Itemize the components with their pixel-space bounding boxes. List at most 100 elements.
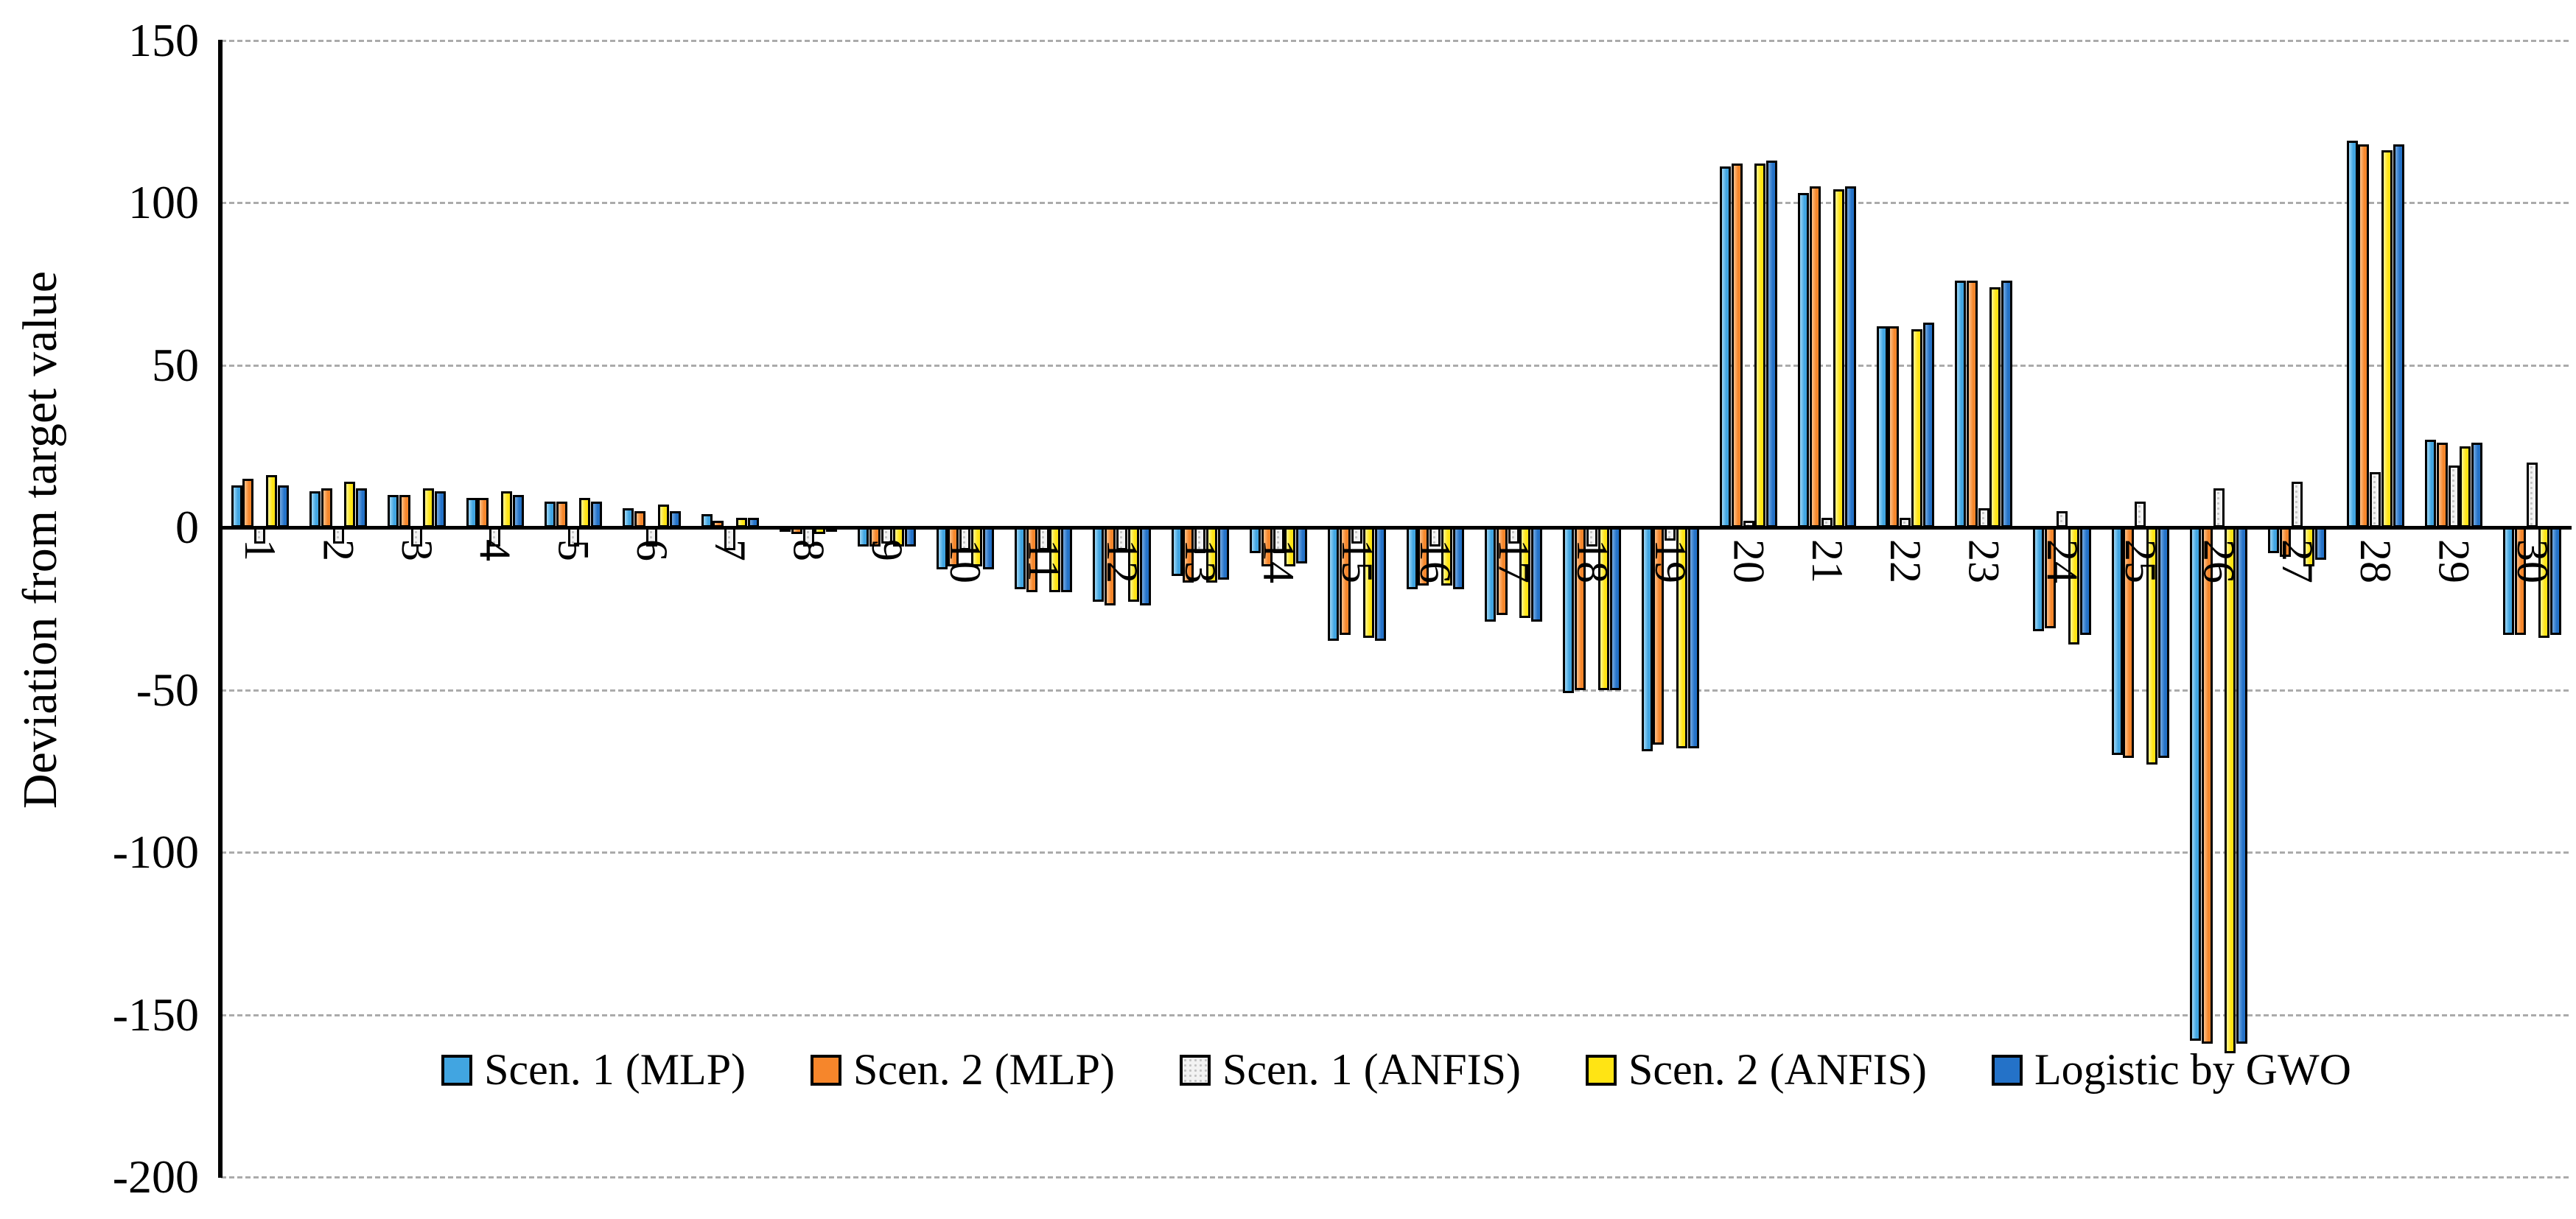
bar-series4-cat4 bbox=[501, 491, 513, 527]
x-category-label-19: 19 bbox=[1646, 539, 1695, 583]
bar-series2-cat28 bbox=[2358, 144, 2370, 527]
x-category-label-13: 13 bbox=[1176, 539, 1225, 583]
bar-series3-cat11 bbox=[1037, 527, 1049, 550]
bar-series3-cat8 bbox=[802, 527, 814, 547]
x-axis-zero-line bbox=[221, 526, 2572, 530]
x-category-label-16: 16 bbox=[1411, 539, 1460, 583]
bar-series5-cat20 bbox=[1766, 160, 1778, 527]
x-category-label-22: 22 bbox=[1881, 539, 1931, 583]
bar-series3-cat6 bbox=[645, 527, 657, 547]
bar-series2-cat21 bbox=[1810, 186, 1821, 527]
bar-series1-cat22 bbox=[1876, 326, 1888, 527]
x-category-label-21: 21 bbox=[1802, 539, 1852, 583]
bar-series5-cat21 bbox=[1844, 186, 1856, 527]
bar-series1-cat20 bbox=[1720, 166, 1731, 527]
bar-series3-cat16 bbox=[1429, 527, 1441, 547]
gridline--100 bbox=[221, 851, 2572, 854]
bar-series2-cat3 bbox=[399, 494, 411, 527]
bar-series3-cat28 bbox=[2370, 472, 2381, 527]
y-tick-label--50: -50 bbox=[136, 663, 199, 716]
bar-series3-cat30 bbox=[2526, 462, 2538, 527]
bar-series4-cat2 bbox=[344, 482, 356, 527]
bar-series3-cat21 bbox=[1821, 517, 1833, 527]
x-category-label-28: 28 bbox=[2351, 539, 2401, 583]
legend-item-2: Scen. 2 (MLP) bbox=[811, 1044, 1115, 1095]
legend-swatch-4 bbox=[1586, 1054, 1617, 1086]
legend-item-5: Logistic by GWO bbox=[1991, 1044, 2351, 1095]
bar-series5-cat1 bbox=[277, 485, 289, 527]
x-category-label-7: 7 bbox=[706, 539, 755, 561]
y-tick-label-50: 50 bbox=[152, 338, 199, 391]
gridline--50 bbox=[221, 689, 2572, 692]
bar-series5-cat28 bbox=[2393, 144, 2404, 527]
bar-series4-cat1 bbox=[266, 475, 278, 527]
bar-series5-cat26 bbox=[2236, 527, 2248, 1044]
y-tick-label-0: 0 bbox=[175, 501, 199, 553]
bar-series4-cat5 bbox=[579, 498, 591, 527]
bar-series5-cat23 bbox=[2001, 280, 2013, 527]
x-category-label-12: 12 bbox=[1097, 539, 1147, 583]
bar-series1-cat4 bbox=[466, 498, 477, 527]
x-category-label-8: 8 bbox=[784, 539, 833, 561]
gridline-50 bbox=[221, 364, 2572, 367]
bar-series2-cat23 bbox=[1966, 280, 1978, 527]
bar-series2-cat26 bbox=[2201, 527, 2213, 1044]
x-category-label-6: 6 bbox=[627, 539, 676, 561]
bar-series2-cat29 bbox=[2436, 443, 2448, 527]
y-tick-label--200: -200 bbox=[112, 1151, 199, 1203]
legend-label-1: Scen. 1 (MLP) bbox=[484, 1045, 746, 1094]
bar-series2-cat2 bbox=[321, 488, 332, 527]
bar-series2-cat1 bbox=[242, 478, 254, 527]
legend-label-2: Scen. 2 (MLP) bbox=[853, 1045, 1116, 1094]
bar-series4-cat20 bbox=[1754, 164, 1766, 527]
bar-series4-cat3 bbox=[422, 488, 434, 527]
bar-series1-cat2 bbox=[309, 491, 321, 527]
y-tick-label-150: 150 bbox=[128, 13, 199, 66]
bar-series3-cat9 bbox=[881, 527, 892, 544]
bar-series5-cat6 bbox=[669, 510, 681, 527]
bar-series4-cat6 bbox=[657, 505, 669, 527]
bar-series4-cat22 bbox=[1911, 329, 1923, 527]
bar-series4-cat21 bbox=[1833, 189, 1844, 527]
legend-item-1: Scen. 1 (MLP) bbox=[441, 1044, 746, 1095]
bar-series1-cat29 bbox=[2425, 439, 2436, 527]
bar-series2-cat20 bbox=[1731, 164, 1743, 527]
x-category-label-4: 4 bbox=[471, 539, 520, 561]
bar-series5-cat4 bbox=[512, 494, 524, 527]
x-category-label-9: 9 bbox=[862, 539, 911, 561]
bar-series1-cat21 bbox=[1798, 192, 1810, 527]
bar-series4-cat28 bbox=[2381, 150, 2393, 527]
gridline-100 bbox=[221, 202, 2572, 204]
bar-series5-cat3 bbox=[434, 491, 446, 527]
x-category-label-14: 14 bbox=[1254, 539, 1303, 583]
gridline-150 bbox=[221, 39, 2572, 42]
bar-series3-cat26 bbox=[2213, 488, 2225, 527]
legend-item-4: Scen. 2 (ANFIS) bbox=[1586, 1044, 1927, 1095]
x-category-label-18: 18 bbox=[1567, 539, 1617, 583]
x-category-label-1: 1 bbox=[236, 539, 285, 561]
y-tick-label--150: -150 bbox=[112, 988, 199, 1041]
bar-series3-cat5 bbox=[567, 527, 579, 547]
bar-series4-cat26 bbox=[2225, 527, 2236, 1054]
x-category-label-26: 26 bbox=[2194, 539, 2244, 583]
bar-series1-cat3 bbox=[388, 494, 399, 527]
legend-swatch-2 bbox=[811, 1054, 842, 1086]
x-category-label-24: 24 bbox=[2037, 539, 2087, 583]
legend-label-3: Scen. 1 (ANFIS) bbox=[1222, 1045, 1521, 1094]
legend-label-4: Scen. 2 (ANFIS) bbox=[1628, 1045, 1927, 1094]
bar-series1-cat1 bbox=[231, 485, 242, 527]
x-category-label-17: 17 bbox=[1489, 539, 1539, 583]
y-tick-label--100: -100 bbox=[112, 826, 199, 878]
bar-series2-cat22 bbox=[1888, 326, 1900, 527]
gridline--200 bbox=[221, 1176, 2572, 1178]
bar-series5-cat29 bbox=[2471, 443, 2483, 527]
legend: Scen. 1 (MLP) Scen. 2 (MLP) Scen. 1 (ANFIS… bbox=[221, 1044, 2572, 1095]
y-tick-label-100: 100 bbox=[128, 176, 199, 228]
gridline--150 bbox=[221, 1014, 2572, 1016]
bar-series5-cat22 bbox=[1922, 323, 1934, 527]
x-category-label-5: 5 bbox=[549, 539, 598, 561]
x-category-label-2: 2 bbox=[314, 539, 363, 561]
bar-series1-cat6 bbox=[623, 507, 634, 527]
x-category-label-20: 20 bbox=[1724, 539, 1774, 583]
bar-series3-cat29 bbox=[2448, 466, 2460, 527]
